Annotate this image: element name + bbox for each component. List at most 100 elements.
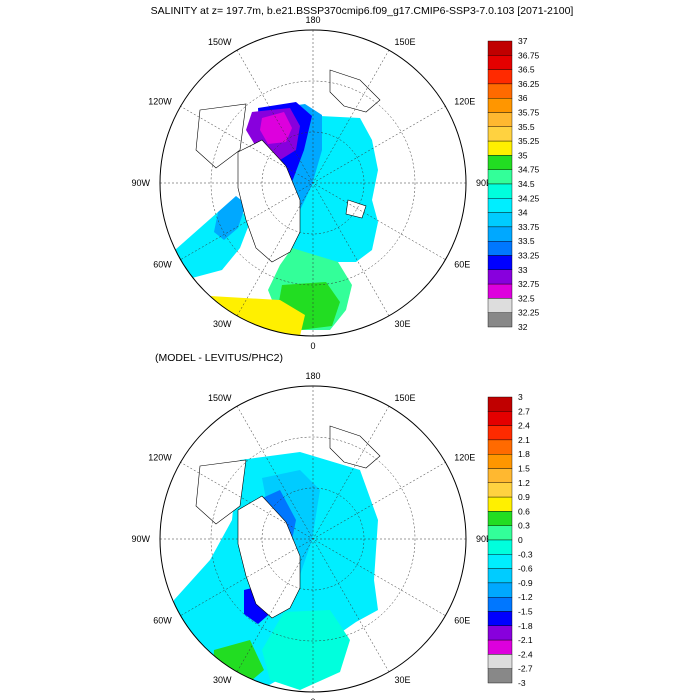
colorbar-swatch-6 xyxy=(487,126,513,142)
salinity-map: 180 150E 120E 90E 60E 30E 0 30W 60W 90W 120W 150W 3… xyxy=(131,15,539,351)
colorbar-tick-label: 33.5 xyxy=(518,236,535,246)
longitude-label-150e: 150E xyxy=(395,393,416,403)
salinity-longitude-labels: 180 150E 120E 90E 60E 30E 0 30W 60W 90W 120W 150W xyxy=(131,15,492,351)
colorbar-tick-label: 32 xyxy=(518,322,528,332)
longitude-label-120w: 120W xyxy=(148,97,172,107)
colorbar-swatch-10 xyxy=(487,539,513,555)
colorbar-swatch-7 xyxy=(487,140,513,156)
longitude-label-120e: 120E xyxy=(454,97,475,107)
colorbar-tick-label: 3 xyxy=(518,392,523,402)
salinity-ocean-field xyxy=(175,69,381,336)
colorbar-swatch-13 xyxy=(487,582,513,598)
colorbar-swatch-19 xyxy=(487,312,513,328)
colorbar-swatch-12 xyxy=(487,568,513,584)
longitude-label-0: 0 xyxy=(310,341,315,351)
longitude-label-30e: 30E xyxy=(395,675,411,685)
colorbar-swatch-5 xyxy=(487,468,513,484)
colorbar-swatch-16 xyxy=(487,269,513,285)
colorbar-tick-label: 2.4 xyxy=(518,421,530,431)
difference-longitude-labels: 180 150E 120E 90E 60E 30E 0 30W 60W 90W 120W 150W xyxy=(131,371,492,700)
colorbar-swatch-19 xyxy=(487,668,513,684)
colorbar-tick-label: 37 xyxy=(518,36,528,46)
figure-title: SALINITY at z= 197.7m, b.e21.BSSP370cmip… xyxy=(151,5,574,17)
colorbar-tick-label: 32.25 xyxy=(518,308,540,318)
longitude-label-90e: 90E xyxy=(476,534,492,544)
colorbar-tick-label: 1.8 xyxy=(518,449,530,459)
colorbar-swatch-1 xyxy=(487,55,513,70)
colorbar-swatch-9 xyxy=(487,525,513,541)
longitude-label-120e: 120E xyxy=(454,453,475,463)
colorbar-swatch-17 xyxy=(487,639,513,655)
salinity-colorbar: 37 36.75 36.5 36.25 36 35.75 35.5 35.25 35 34.75 3… xyxy=(487,36,540,332)
colorbar-tick-label: -0.6 xyxy=(518,564,533,574)
longitude-label-30w: 30W xyxy=(213,319,232,329)
colorbar-swatch-10 xyxy=(487,183,513,199)
longitude-label-180: 180 xyxy=(305,15,320,25)
colorbar-swatch-0 xyxy=(487,40,513,56)
longitude-label-60w: 60W xyxy=(153,260,172,270)
colorbar-tick-label: 33.25 xyxy=(518,251,540,261)
colorbar-tick-label: 1.2 xyxy=(518,478,530,488)
difference-map: 180 150E 120E 90E 60E 30E 0 30W 60W 90W 120W 150W 3… xyxy=(131,371,532,700)
colorbar-tick-label: -1.2 xyxy=(518,592,533,602)
colorbar-swatch-14 xyxy=(487,240,513,256)
longitude-label-180: 180 xyxy=(305,371,320,381)
colorbar-tick-label: 36 xyxy=(518,93,528,103)
colorbar-tick-label: 34.25 xyxy=(518,193,540,203)
longitude-label-120w: 120W xyxy=(148,453,172,463)
longitude-label-30e: 30E xyxy=(395,319,411,329)
colorbar-swatch-18 xyxy=(487,298,513,313)
colorbar-swatch-18 xyxy=(487,654,513,669)
colorbar-swatch-1 xyxy=(487,411,513,426)
colorbar-tick-label: 36.5 xyxy=(518,65,535,75)
colorbar-tick-label: 34 xyxy=(518,208,528,218)
colorbar-swatch-8 xyxy=(487,155,513,170)
colorbar-tick-label: 35.25 xyxy=(518,136,540,146)
colorbar-swatch-17 xyxy=(487,283,513,299)
siberia-land xyxy=(329,69,381,113)
colorbar-tick-label: -2.1 xyxy=(518,635,533,645)
colorbar-swatch-6 xyxy=(487,482,513,498)
difference-colorbar: 3 2.7 2.4 2.1 1.8 1.5 1.2 0.9 0.6 0.3 0 -0.3 -0.6 -0.… xyxy=(487,392,533,688)
canada-basin-region xyxy=(260,112,292,144)
colorbar-tick-label: 34.5 xyxy=(518,179,535,189)
difference-map-frame xyxy=(159,385,467,693)
colorbar-swatch-12 xyxy=(487,212,513,228)
longitude-label-90w: 90W xyxy=(131,178,150,188)
colorbar-swatch-5 xyxy=(487,112,513,128)
colorbar-swatch-2 xyxy=(487,69,513,85)
canadian-archipelago-land xyxy=(195,103,247,169)
salinity-map-frame xyxy=(159,29,467,337)
colorbar-swatch-4 xyxy=(487,97,513,113)
colorbar-tick-label: 2.7 xyxy=(518,406,530,416)
colorbar-tick-label: 32.75 xyxy=(518,279,540,289)
colorbar-tick-label: 2.1 xyxy=(518,435,530,445)
colorbar-swatch-15 xyxy=(487,611,513,627)
colorbar-tick-label: 33.75 xyxy=(518,222,540,232)
colorbar-tick-label: 35.75 xyxy=(518,108,540,118)
colorbar-tick-label: 35.5 xyxy=(518,122,535,132)
colorbar-swatch-8 xyxy=(487,511,513,526)
longitude-label-30w: 30W xyxy=(213,675,232,685)
longitude-label-150w: 150W xyxy=(208,393,232,403)
salinity-graticule xyxy=(160,30,466,336)
colorbar-tick-label: 1.5 xyxy=(518,464,530,474)
longitude-label-60w: 60W xyxy=(153,616,172,626)
colorbar-swatch-14 xyxy=(487,597,513,612)
colorbar-swatch-3 xyxy=(487,439,513,455)
difference-graticule xyxy=(160,386,466,692)
difference-subtitle: (MODEL - LEVITUS/PHC2) xyxy=(155,352,283,364)
colorbar-tick-label: 36.75 xyxy=(518,50,540,60)
colorbar-swatch-4 xyxy=(487,454,513,469)
colorbar-swatch-15 xyxy=(487,255,513,271)
colorbar-swatch-11 xyxy=(487,554,513,569)
colorbar-tick-label: -2.7 xyxy=(518,664,533,674)
colorbar-swatch-3 xyxy=(487,83,513,99)
colorbar-tick-label: 0.6 xyxy=(518,506,530,516)
colorbar-tick-label: -1.8 xyxy=(518,621,533,631)
colorbar-tick-label: -0.3 xyxy=(518,549,533,559)
siberia-land-bottom xyxy=(329,425,381,469)
colorbar-swatch-13 xyxy=(487,226,513,242)
longitude-label-0: 0 xyxy=(310,697,315,700)
